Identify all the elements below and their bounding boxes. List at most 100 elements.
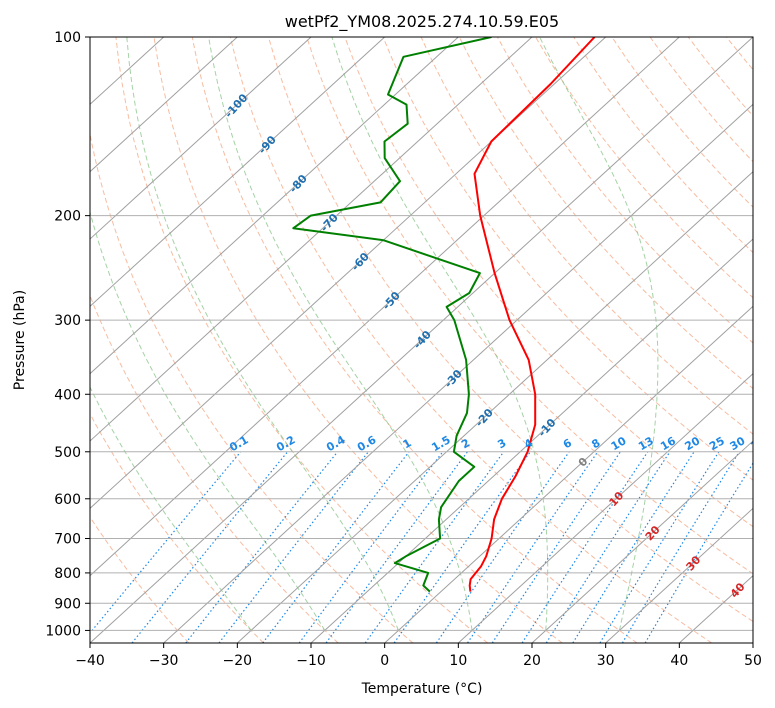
dry-adiabat-line — [649, 37, 753, 163]
mixing-ratio-label: 4 — [522, 436, 535, 451]
axes: −40 −30 −20 −10 0 10 20 30 40 5010020030040050060… — [45, 30, 762, 669]
dry-adiabat-line — [115, 37, 488, 643]
moist-adiabat-line — [539, 37, 659, 631]
y-tick-label: 700 — [54, 532, 81, 548]
dry-adiabat-line — [382, 37, 753, 481]
pressure-gridlines — [90, 37, 753, 631]
y-tick-label: 400 — [54, 387, 81, 403]
isotherm-line — [90, 37, 607, 510]
dry-adiabat-line — [344, 37, 753, 528]
mixing-ratio-label: 1 — [401, 436, 414, 451]
x-tick-label: −30 — [149, 653, 179, 669]
plot-frame — [89, 36, 754, 644]
mixing-ratio-label: 36 — [748, 434, 768, 453]
mixing-ratio-label: 30 — [728, 434, 748, 453]
mixing-ratio-label: 10 — [609, 434, 629, 453]
mixing-ratio-line — [298, 451, 444, 643]
mixing-ratio-label: 16 — [658, 434, 678, 453]
mixing-ratio-label: 3 — [495, 436, 508, 451]
isotherm-line — [90, 37, 459, 375]
x-tick-label: −20 — [223, 653, 253, 669]
mixing-ratio-line — [262, 451, 410, 643]
dry-adiabat-line — [306, 37, 753, 575]
chart-title: wetPf2_YM08.2025.274.10.59.E05 — [285, 12, 559, 32]
dry-adiabat-line — [90, 412, 264, 643]
dry-adiabat-line — [573, 37, 753, 254]
moist-adiabat-line — [331, 37, 549, 631]
isotherm-line — [90, 37, 753, 643]
y-tick-label: 300 — [54, 313, 81, 329]
y-axis-label: Pressure (hPa) — [12, 290, 28, 390]
moist-adiabat-line — [90, 210, 326, 631]
dry-adiabat-line — [191, 37, 638, 643]
mixing-ratio-line — [435, 451, 570, 643]
temperature-profile-line — [468, 37, 596, 592]
mixing-ratio-label: 0.6 — [355, 433, 379, 454]
mixing-ratio-lines — [90, 451, 753, 643]
mixing-ratio-line — [185, 451, 339, 643]
mixing-ratio-label: 6 — [561, 436, 574, 451]
moist-adiabats — [90, 37, 659, 631]
y-tick-label: 600 — [54, 492, 81, 508]
x-tick-label: 20 — [523, 653, 541, 669]
isotherm-line — [90, 37, 238, 173]
dry-adiabat-line — [90, 131, 414, 643]
line-labels: 0.1 0.2 0.4 0.6 1 1.5 2 3 4 6 8 10 13 16 20 25 30 36-100-… — [222, 91, 768, 600]
dry-adiabat-line — [268, 37, 753, 623]
dry-adiabat-line — [765, 37, 775, 643]
x-tick-label: −10 — [296, 653, 326, 669]
mixing-ratio-line — [491, 451, 621, 643]
y-tick-label: 500 — [54, 445, 81, 461]
dry-adiabat-line — [153, 37, 563, 643]
dry-adiabat-line — [90, 516, 190, 643]
mixing-ratio-line — [599, 451, 720, 643]
mixing-ratio-line — [621, 451, 740, 643]
dry-adiabats — [90, 37, 775, 643]
x-tick-label: 40 — [670, 653, 688, 669]
mixing-ratio-line — [466, 451, 599, 643]
dewpoint-profile-line — [292, 37, 492, 593]
mixing-ratio-label: 13 — [636, 434, 656, 453]
isotherm-line — [605, 507, 753, 643]
y-tick-label: 100 — [54, 30, 81, 46]
isotherm-line — [90, 37, 533, 442]
isotherm-line — [752, 642, 753, 643]
dry-adiabat-line — [687, 37, 753, 117]
isotherm-line — [90, 37, 386, 308]
x-tick-label: 0 — [380, 653, 389, 669]
x-tick-label: −40 — [75, 653, 105, 669]
mixing-ratio-line — [325, 451, 468, 643]
isotherm-line — [90, 37, 312, 240]
plot-area: 0.1 0.2 0.4 0.6 1 1.5 2 3 4 6 8 10 13 16 20 25 30 36-100-… — [90, 37, 775, 643]
isotherm-line — [531, 440, 753, 643]
mixing-ratio-label: 0.2 — [274, 433, 297, 454]
x-tick-label: 50 — [744, 653, 762, 669]
dry-adiabat-line — [726, 37, 753, 71]
isotherm-line — [236, 170, 753, 643]
dry-adiabat-line — [458, 37, 753, 390]
mixing-ratio-line — [545, 451, 671, 643]
mixing-ratio-label: 1.5 — [429, 433, 452, 454]
isotherm-line — [90, 37, 680, 577]
x-tick-label: 10 — [449, 653, 467, 669]
mixing-ratio-line — [644, 462, 753, 643]
mixing-ratio-label: 20 — [682, 434, 702, 453]
mixing-ratio-line — [131, 451, 289, 643]
mixing-ratio-label: 2 — [459, 436, 472, 451]
dry-adiabat-line — [611, 37, 753, 208]
profiles — [292, 37, 596, 593]
moist-adiabat-line — [126, 37, 399, 631]
dry-adiabat-line — [496, 37, 753, 344]
isotherm-line — [310, 238, 753, 643]
x-tick-label: 30 — [597, 653, 615, 669]
dry-adiabat-line — [535, 37, 753, 299]
mixing-ratio-label: 25 — [707, 434, 727, 453]
x-axis-label: Temperature (°C) — [361, 681, 483, 697]
y-tick-label: 1000 — [45, 623, 81, 639]
y-tick-label: 200 — [54, 209, 81, 225]
isotherm-line — [163, 103, 753, 643]
mixing-ratio-label: 0.4 — [324, 433, 348, 454]
mixing-ratio-line — [572, 451, 695, 643]
moist-adiabat-line — [90, 386, 252, 631]
